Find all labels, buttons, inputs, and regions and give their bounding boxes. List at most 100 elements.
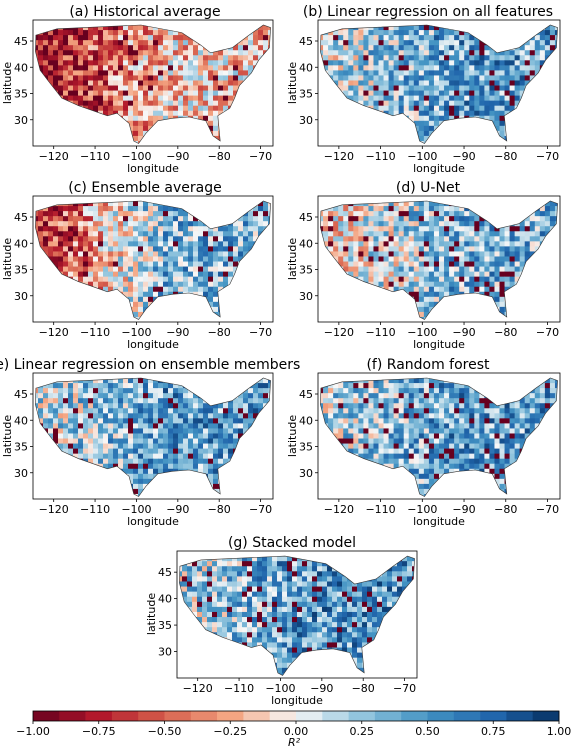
grid-cell bbox=[138, 25, 144, 26]
grid-cell bbox=[338, 105, 344, 112]
grid-cell bbox=[333, 105, 339, 112]
grid-cell bbox=[248, 110, 254, 117]
grid-cell bbox=[78, 95, 84, 102]
grid-cell bbox=[484, 201, 490, 202]
grid-cell bbox=[148, 130, 154, 137]
grid-cell bbox=[484, 306, 490, 313]
grid-cell bbox=[208, 70, 214, 76]
grid-cell bbox=[38, 211, 44, 217]
grid-cell bbox=[368, 130, 374, 137]
grid-cell bbox=[529, 201, 536, 202]
grid-cell bbox=[418, 211, 425, 217]
grid-cell bbox=[418, 281, 425, 288]
grid-cell bbox=[428, 60, 435, 66]
grid-cell bbox=[509, 60, 516, 66]
grid-cell bbox=[208, 95, 214, 102]
grid-cell bbox=[78, 301, 84, 308]
grid-cell bbox=[489, 311, 495, 318]
grid-cell bbox=[403, 80, 410, 86]
grid-cell bbox=[218, 236, 224, 242]
grid-cell bbox=[223, 70, 229, 76]
grid-cell bbox=[223, 55, 229, 61]
grid-cell bbox=[233, 30, 239, 36]
grid-cell bbox=[123, 130, 129, 137]
grid-cell bbox=[479, 95, 485, 102]
grid-cell bbox=[494, 125, 500, 132]
grid-cell bbox=[393, 25, 400, 26]
grid-cell bbox=[464, 45, 470, 51]
grid-cell bbox=[514, 30, 521, 36]
grid-cell bbox=[363, 221, 369, 227]
grid-cell bbox=[128, 206, 134, 212]
grid-cell bbox=[363, 85, 369, 91]
grid-cell bbox=[549, 90, 556, 96]
grid-cell bbox=[403, 221, 410, 227]
grid-cell bbox=[243, 226, 249, 232]
grid-cell bbox=[373, 316, 379, 320]
grid-cell bbox=[158, 35, 164, 41]
grid-cell bbox=[208, 25, 214, 26]
grid-cell bbox=[388, 236, 395, 242]
grid-cell bbox=[484, 90, 490, 96]
grid-cell bbox=[188, 378, 194, 379]
grid-cell bbox=[183, 301, 189, 308]
grid-cell bbox=[479, 80, 485, 86]
grid-cell bbox=[188, 241, 194, 247]
grid-cell bbox=[554, 206, 558, 212]
grid-cell bbox=[228, 201, 234, 207]
grid-cell bbox=[248, 266, 254, 272]
grid-cell bbox=[35, 80, 39, 86]
grid-cell bbox=[238, 90, 244, 96]
grid-cell bbox=[68, 221, 74, 227]
grid-cell bbox=[203, 30, 209, 36]
grid-cell bbox=[539, 135, 546, 142]
grid-cell bbox=[348, 120, 354, 127]
grid-cell bbox=[398, 231, 405, 237]
grid-cell bbox=[78, 85, 84, 91]
grid-cell bbox=[554, 75, 558, 81]
grid-cell bbox=[248, 130, 254, 137]
grid-cell bbox=[48, 201, 54, 207]
grid-cell bbox=[58, 261, 64, 267]
grid-cell bbox=[428, 105, 435, 112]
x-tick-label: −110 bbox=[365, 150, 395, 163]
grid-cell bbox=[35, 95, 39, 102]
grid-cell bbox=[113, 236, 119, 242]
grid-cell bbox=[113, 378, 119, 379]
grid-cell bbox=[418, 206, 425, 212]
grid-cell bbox=[138, 236, 144, 242]
grid-cell bbox=[88, 296, 94, 303]
grid-cell bbox=[213, 301, 219, 308]
grid-cell bbox=[143, 221, 149, 227]
grid-cell bbox=[549, 70, 556, 76]
grid-cell bbox=[43, 378, 49, 379]
grid-cell bbox=[403, 281, 410, 288]
grid-cell bbox=[320, 201, 324, 207]
grid-cell bbox=[63, 120, 69, 127]
grid-cell bbox=[418, 135, 425, 142]
grid-cell bbox=[83, 40, 89, 46]
grid-cell bbox=[509, 316, 516, 320]
grid-cell bbox=[58, 241, 64, 247]
grid-cell bbox=[323, 276, 329, 283]
grid-cell bbox=[554, 80, 558, 86]
grid-cell bbox=[479, 45, 485, 51]
grid-cell bbox=[38, 55, 44, 61]
grid-cell bbox=[423, 236, 430, 242]
grid-cell bbox=[509, 281, 516, 288]
grid-cell bbox=[494, 316, 500, 320]
grid-cell bbox=[398, 115, 405, 122]
grid-cell bbox=[338, 256, 344, 262]
grid-cell bbox=[529, 276, 536, 283]
grid-cell bbox=[113, 246, 119, 252]
grid-cell bbox=[78, 246, 84, 252]
grid-cell bbox=[494, 100, 500, 107]
grid-cell bbox=[208, 80, 214, 86]
grid-cell bbox=[499, 316, 505, 320]
grid-cell bbox=[238, 231, 244, 237]
grid-cell bbox=[479, 25, 485, 26]
grid-cell bbox=[183, 105, 189, 112]
grid-cell bbox=[48, 35, 54, 41]
grid-cell bbox=[423, 50, 430, 56]
grid-cell bbox=[128, 25, 134, 26]
